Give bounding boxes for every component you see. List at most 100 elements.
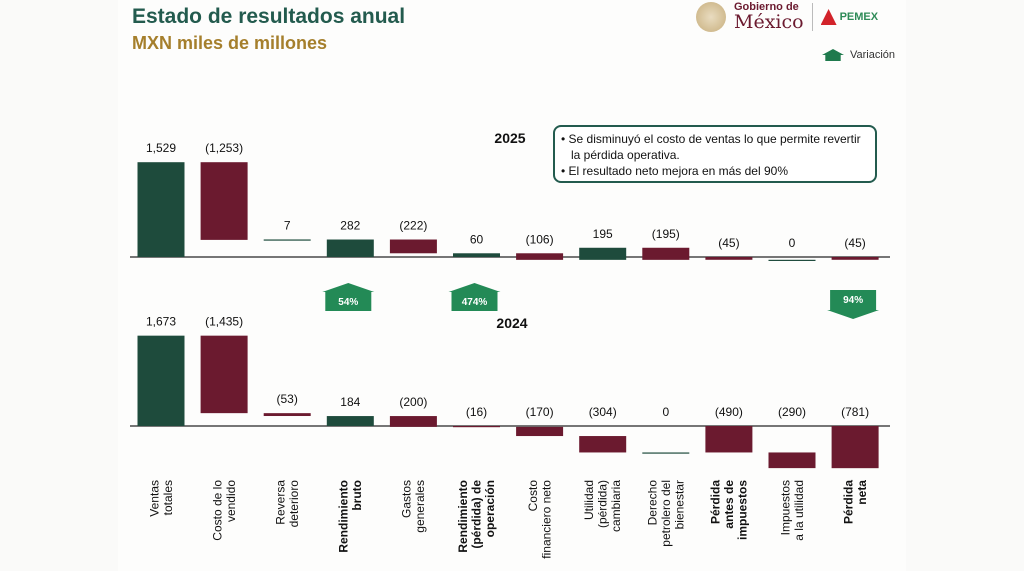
data-label: 282 xyxy=(340,219,360,233)
up-arrow-house-icon xyxy=(822,49,844,61)
category-label: Pérdida xyxy=(708,480,722,524)
data-label: 7 xyxy=(284,218,291,232)
bar xyxy=(200,335,248,414)
data-label: 184 xyxy=(340,395,360,409)
pemex-logo-text: PEMEX xyxy=(839,11,879,23)
category-label: bienestar xyxy=(672,480,686,529)
category-label: neta xyxy=(855,480,869,505)
gobierno-logo-line2: México xyxy=(734,11,804,33)
annotation-bullet: • El resultado neto mejora en más del 90… xyxy=(561,164,788,178)
bar xyxy=(263,413,311,417)
data-label: (16) xyxy=(466,405,487,419)
data-label: (1,253) xyxy=(205,141,243,155)
bar xyxy=(453,253,500,257)
bar xyxy=(389,416,437,427)
data-label: (195) xyxy=(652,227,680,241)
year-label: 2025 xyxy=(494,130,525,146)
category-label: generales xyxy=(413,480,427,533)
variation-arrow-icon xyxy=(448,283,501,311)
bar xyxy=(768,452,816,469)
category-label: Gastos xyxy=(400,480,414,518)
bar xyxy=(326,239,374,257)
category-label: vendido xyxy=(224,480,238,522)
data-label: (781) xyxy=(841,405,869,419)
data-label: (53) xyxy=(277,392,298,406)
bar xyxy=(137,162,185,257)
data-label: (45) xyxy=(718,236,739,250)
bar xyxy=(516,253,564,260)
category-label: Costo de lo xyxy=(210,480,224,541)
data-label: 195 xyxy=(593,227,613,241)
page-title: Estado de resultados anual xyxy=(132,5,406,28)
data-label: 60 xyxy=(470,232,484,246)
bar xyxy=(516,426,564,437)
data-label: (1,435) xyxy=(205,315,243,329)
category-label: Rendimiento xyxy=(456,480,470,553)
category-label: Rendimiento xyxy=(337,480,351,553)
variation-label: 474% xyxy=(462,297,488,308)
bar xyxy=(579,436,627,453)
annotation-bullet: • Se disminuyó el costo de ventas lo que… xyxy=(561,132,861,162)
slide xyxy=(118,0,906,571)
bar xyxy=(389,239,437,254)
data-label: 0 xyxy=(789,236,796,250)
bar xyxy=(263,239,311,241)
data-label: 1,673 xyxy=(146,315,176,329)
bar xyxy=(831,257,879,260)
bar xyxy=(137,335,185,426)
variation-arrow-icon xyxy=(322,283,375,311)
bar xyxy=(642,452,690,454)
legend: Variación xyxy=(822,49,895,61)
category-label: financiero neto xyxy=(539,480,553,559)
category-label: totales xyxy=(161,480,175,515)
data-label: (106) xyxy=(526,232,554,246)
variation-arrow-icon xyxy=(827,290,880,319)
category-label: bruto xyxy=(350,480,364,511)
bar xyxy=(705,426,753,453)
category-label: Impuestos xyxy=(778,480,792,535)
bar xyxy=(326,416,374,426)
category-label: impuestos xyxy=(735,480,749,540)
gobierno-logo: Gobierno de México xyxy=(734,2,804,32)
category-label: Derecho xyxy=(645,480,659,526)
bar xyxy=(831,426,879,469)
data-label: (304) xyxy=(589,405,617,419)
data-label: (45) xyxy=(844,236,865,250)
category-label: Ventas xyxy=(147,480,161,517)
mexico-seal-icon xyxy=(696,2,726,32)
logos: Gobierno de México PEMEX xyxy=(696,2,878,32)
legend-label: Variación xyxy=(850,49,896,61)
gobierno-logo-line1: Gobierno de xyxy=(734,1,799,13)
bar xyxy=(768,259,816,261)
bar xyxy=(453,426,500,428)
bar xyxy=(200,162,248,240)
category-label: antes de xyxy=(722,480,736,529)
data-label: (290) xyxy=(778,405,806,419)
category-label: (pérdida) de xyxy=(470,480,484,549)
data-label: (170) xyxy=(526,405,554,419)
logo-divider xyxy=(811,3,813,31)
bar xyxy=(642,247,690,260)
data-label: 1,529 xyxy=(146,141,176,155)
bar xyxy=(579,247,627,260)
data-label: 0 xyxy=(662,405,669,419)
bar xyxy=(705,257,753,260)
category-label: operación xyxy=(483,480,497,537)
variation-label: 54% xyxy=(338,297,358,308)
category-label: cambiaria xyxy=(609,480,623,532)
year-label: 2024 xyxy=(496,315,527,331)
category-label: a la utilidad xyxy=(792,480,806,541)
category-label: deterioro xyxy=(287,480,301,528)
category-label: petrolero del xyxy=(659,480,673,547)
category-label: Costo xyxy=(526,480,540,512)
category-label: Reversa xyxy=(273,480,287,525)
pemex-logo: PEMEX xyxy=(820,9,879,25)
category-label: Utilidad xyxy=(582,480,596,520)
data-label: (222) xyxy=(399,219,427,233)
category-label: (pérdida) xyxy=(596,480,610,528)
data-label: (490) xyxy=(715,405,743,419)
data-label: (200) xyxy=(399,395,427,409)
category-label: Pérdida xyxy=(841,480,855,524)
annotation-box: • Se disminuyó el costo de ventas lo que… xyxy=(553,125,877,183)
